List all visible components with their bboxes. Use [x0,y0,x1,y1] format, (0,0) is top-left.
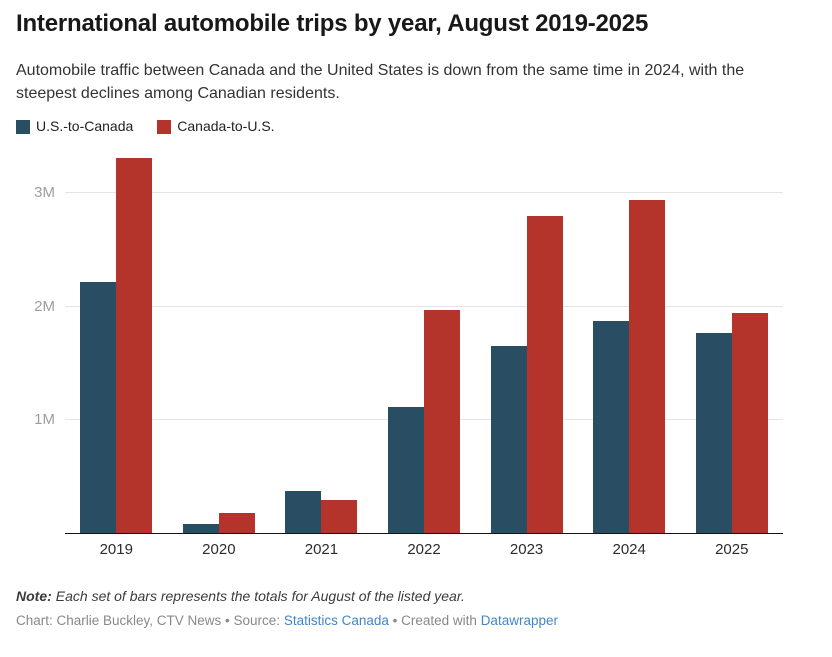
bar-2021-u-s-to-canada[interactable] [285,491,322,533]
bar-group-2025 [680,313,783,533]
bar-2021-canada-to-u-s[interactable] [321,500,358,533]
chart-title: International automobile trips by year, … [16,10,649,37]
gridline-3M [65,192,783,194]
bar-group-2024 [578,200,681,533]
bar-chart: 1M 2M 3M 2019 2020 2021 2022 2023 2024 2025 [16,150,816,559]
datawrapper-link[interactable]: Datawrapper [480,613,558,628]
x-axis-labels: 2019 2020 2021 2022 2023 2024 2025 [65,541,783,559]
x-axis-label-2024: 2024 [612,541,646,558]
x-axis-label-2019: 2019 [99,541,133,558]
bar-groups [65,150,783,533]
bar-group-2020 [168,512,271,533]
y-axis-tick-label: 3M [34,184,55,202]
bar-2020-canada-to-u-s[interactable] [218,512,255,533]
bar-2022-canada-to-u-s[interactable] [424,310,461,533]
bar-2020-u-s-to-canada[interactable] [182,523,219,533]
bar-2023-canada-to-u-s[interactable] [526,216,563,533]
legend-label: U.S.-to-Canada [36,118,134,134]
chart-subtitle: Automobile traffic between Canada and th… [16,62,745,102]
x-axis-label-2020: 2020 [202,541,236,558]
note-label: Note: [16,588,52,604]
bar-group-2023 [475,216,578,533]
x-axis-label-2022: 2022 [407,541,441,558]
legend-swatch-icon [157,119,172,134]
y-axis-tick-label: 2M [34,297,55,315]
x-axis-label-2023: 2023 [509,541,544,558]
chart-note: Note: Each set of bars represents the tot… [16,588,816,605]
bar-2025-canada-to-u-s[interactable] [731,313,768,533]
chart-credit: Chart: Charlie Buckley, CTV News • Sourc… [16,612,816,629]
bar-2019-u-s-to-canada[interactable] [80,281,117,533]
bar-2023-u-s-to-canada[interactable] [490,346,527,533]
bar-2025-u-s-to-canada[interactable] [695,332,732,533]
bar-group-2021 [270,491,373,533]
legend: U.S.-to-Canada Canada-to-U.S. [16,118,816,135]
x-axis-label-2025: 2025 [715,541,749,558]
gridline-2M [65,305,783,307]
legend-item-u-s-to-canada: U.S.-to-Canada [16,118,133,135]
bar-2022-u-s-to-canada[interactable] [388,407,425,533]
x-axis-label-2021: 2021 [304,541,339,558]
bar-2024-u-s-to-canada[interactable] [593,321,630,533]
bar-group-2022 [373,310,476,533]
source-link[interactable]: Statistics Canada [283,613,389,628]
bar-group-2019 [65,158,168,533]
bar-2024-canada-to-u-s[interactable] [629,200,666,533]
legend-swatch-icon [16,119,30,134]
note-text: Each set of bars represents the totals f… [55,588,465,604]
plot-area: 1M 2M 3M [34,150,783,534]
chart-card: International automobile trips by year, … [16,10,816,629]
credit-created-with: • Created with [392,613,477,628]
legend-label: Canada-to-U.S. [177,118,275,134]
bar-2019-canada-to-u-s[interactable] [116,158,153,533]
y-axis-tick-label: 1M [34,410,55,428]
credit-byline: Chart: Charlie Buckley, CTV News • Sourc… [16,613,281,628]
legend-item-canada-to-u-s: Canada-to-U.S. [157,118,275,135]
